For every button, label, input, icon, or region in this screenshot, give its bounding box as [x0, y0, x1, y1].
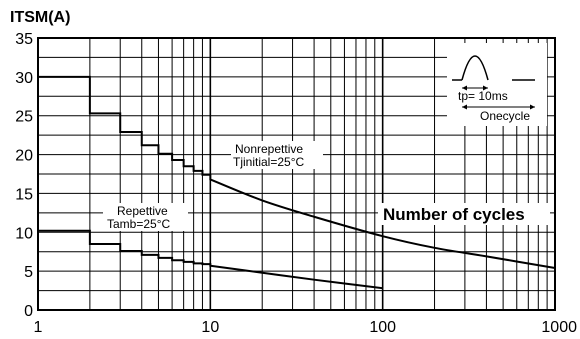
plot-frame [37, 37, 556, 311]
y-tick-label: 25 [15, 109, 33, 126]
x-tick-label: 1000 [541, 319, 577, 336]
rep-label-background [103, 203, 188, 231]
x-axis-title: Number of cycles [383, 205, 525, 224]
x-tick-label: 100 [369, 319, 396, 336]
y-tick-label: 30 [15, 70, 33, 87]
nonrep-label-line1: Nonrepettive [235, 142, 303, 156]
series-line-nonrepetitive [38, 75, 556, 270]
inset-background [447, 43, 547, 126]
y-tick-label: 10 [15, 225, 33, 242]
y-tick-label: 0 [24, 303, 33, 320]
rep-label-line2: Tamb=25°C [107, 217, 170, 231]
pulse-waveform-inset: tp= 10ms Onecycle [447, 43, 547, 126]
rep-label-line1: Repettive [117, 204, 168, 218]
onecycle-arrow-head-right [530, 104, 535, 110]
onecycle-arrow-head-left [462, 104, 467, 110]
tp-arrow-head-right [483, 85, 488, 91]
tp-label: tp= 10ms [458, 89, 508, 103]
x-axis-title-background [378, 203, 550, 225]
series-line-repetitive [38, 229, 383, 290]
onecycle-label: Onecycle [480, 109, 530, 123]
tp-arrow-head-left [462, 85, 467, 91]
nonrep-label-line2: Tjinitial=25°C [233, 155, 304, 169]
y-tick-label: 5 [24, 264, 33, 281]
nonrep-label-background [231, 141, 323, 169]
inset-half-sine-pulse [461, 55, 489, 81]
x-tick-label: 10 [201, 319, 219, 336]
tick-labels: 0 5 10 15 20 25 30 35 1 10 100 1000 [15, 31, 577, 336]
y-axis-title: ITSM(A) [10, 9, 70, 26]
y-tick-label: 20 [15, 148, 33, 165]
series-lines [38, 75, 556, 290]
y-tick-label: 35 [15, 31, 33, 48]
y-tick-label: 15 [15, 186, 33, 203]
x-tick-label: 1 [34, 319, 43, 336]
